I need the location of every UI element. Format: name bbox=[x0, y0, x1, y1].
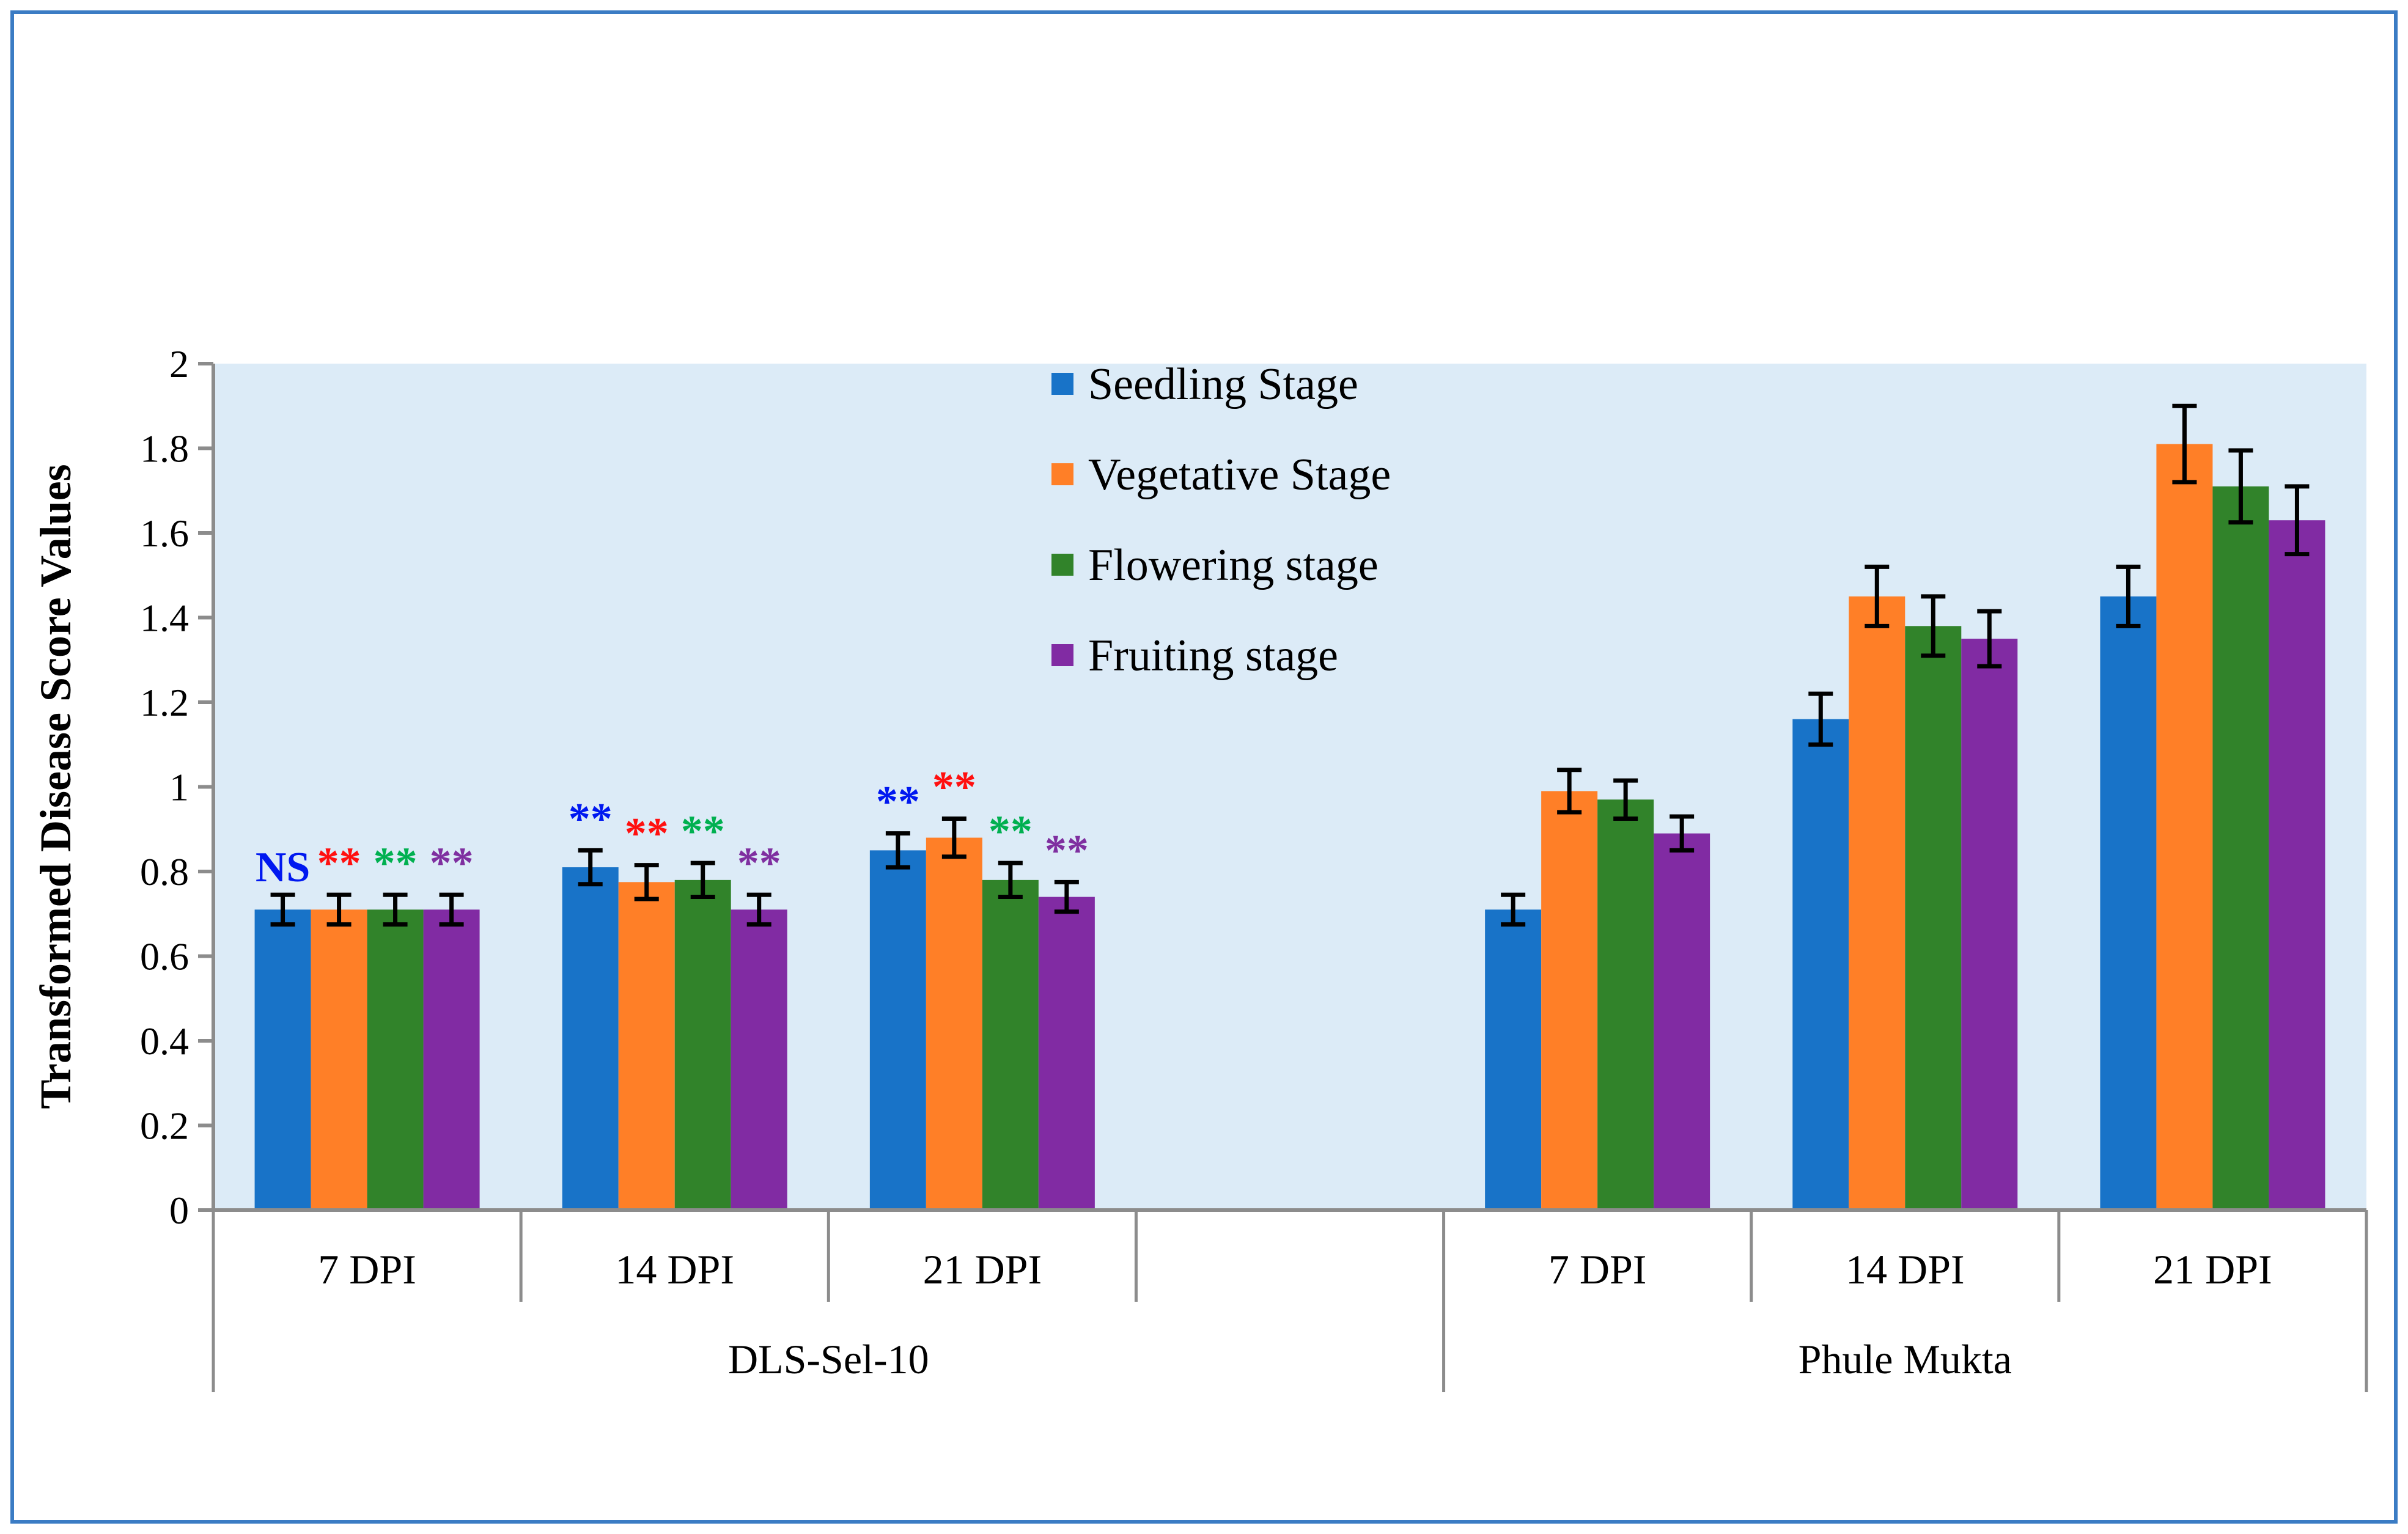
bar bbox=[1905, 626, 1962, 1210]
bar bbox=[982, 879, 1039, 1210]
y-tick-label: 1.4 bbox=[140, 596, 189, 640]
bar bbox=[367, 909, 424, 1210]
error-bar bbox=[578, 848, 603, 887]
bar bbox=[423, 909, 480, 1210]
y-tick-label: 1 bbox=[169, 766, 189, 809]
legend-label: Vegetative Stage bbox=[1088, 450, 1391, 500]
error-bar bbox=[690, 861, 715, 900]
group-label: DLS-Sel-10 bbox=[728, 1336, 929, 1382]
error-bar bbox=[1054, 879, 1079, 914]
error-bar bbox=[1557, 768, 1582, 815]
bar bbox=[562, 867, 619, 1210]
x-tick-label: 7 DPI bbox=[1548, 1246, 1647, 1293]
error-bar bbox=[326, 892, 352, 927]
legend-swatch bbox=[1051, 644, 1073, 666]
significance-label: ** bbox=[1045, 826, 1089, 875]
y-tick-label: 0.2 bbox=[140, 1104, 189, 1148]
legend-swatch bbox=[1051, 463, 1073, 485]
error-bar bbox=[2116, 564, 2141, 628]
error-bar bbox=[1977, 609, 2002, 669]
legend-label: Flowering stage bbox=[1088, 540, 1379, 590]
x-tick-label: 21 DPI bbox=[923, 1246, 1042, 1293]
significance-label: ** bbox=[737, 839, 781, 887]
error-bar bbox=[439, 892, 464, 927]
significance-label: ** bbox=[989, 807, 1033, 856]
bar bbox=[731, 909, 787, 1210]
error-bar bbox=[2228, 448, 2253, 525]
x-tick-label: 14 DPI bbox=[1846, 1246, 1965, 1293]
bar bbox=[2156, 444, 2213, 1211]
bar bbox=[1541, 791, 1598, 1210]
bar bbox=[1792, 719, 1849, 1210]
significance-label: NS bbox=[256, 844, 310, 891]
bar bbox=[2212, 486, 2269, 1211]
y-tick-label: 0 bbox=[169, 1189, 189, 1232]
bar bbox=[674, 879, 731, 1210]
x-tick-label: 7 DPI bbox=[318, 1246, 416, 1293]
error-bar bbox=[1921, 594, 1946, 658]
error-bar bbox=[746, 892, 771, 927]
y-tick-label: 2 bbox=[169, 342, 189, 386]
y-tick-label: 1.8 bbox=[140, 427, 189, 471]
error-bar bbox=[998, 861, 1023, 900]
legend-label: Fruiting stage bbox=[1088, 631, 1338, 681]
error-bar bbox=[270, 892, 295, 927]
bar bbox=[2100, 596, 2157, 1210]
error-bar bbox=[634, 863, 659, 901]
error-bar bbox=[885, 831, 910, 870]
y-tick-label: 1.2 bbox=[140, 681, 189, 724]
y-tick-label: 0.4 bbox=[140, 1019, 189, 1063]
error-bar bbox=[1670, 814, 1695, 853]
bar bbox=[618, 882, 675, 1210]
significance-label: ** bbox=[876, 777, 920, 826]
significance-label: ** bbox=[317, 839, 361, 887]
bar bbox=[1961, 639, 2018, 1210]
error-bar bbox=[1808, 691, 1833, 747]
error-bar bbox=[1865, 564, 1890, 628]
x-tick-label: 21 DPI bbox=[2153, 1246, 2272, 1293]
bar bbox=[1654, 833, 1710, 1210]
group-label: Phule Mukta bbox=[1799, 1336, 2012, 1382]
significance-label: ** bbox=[932, 762, 976, 811]
significance-label: ** bbox=[430, 839, 474, 887]
significance-label: ** bbox=[625, 809, 669, 858]
error-bar bbox=[2172, 403, 2197, 485]
error-bar bbox=[383, 892, 408, 927]
y-tick-label: 1.6 bbox=[140, 512, 189, 555]
x-tick-label: 14 DPI bbox=[615, 1246, 734, 1293]
legend-swatch bbox=[1051, 554, 1073, 576]
error-bar bbox=[1613, 778, 1638, 821]
y-axis-title: Transformed Disease Score Values bbox=[31, 464, 80, 1109]
bar bbox=[1597, 799, 1654, 1210]
bar bbox=[2269, 520, 2325, 1210]
error-bar bbox=[941, 816, 967, 859]
y-tick-label: 0.6 bbox=[140, 935, 189, 978]
significance-label: ** bbox=[569, 794, 613, 843]
error-bar bbox=[2285, 484, 2310, 557]
bar bbox=[1849, 596, 1905, 1210]
significance-label: ** bbox=[374, 839, 418, 887]
bar bbox=[1038, 897, 1095, 1210]
bar bbox=[311, 909, 367, 1210]
bar bbox=[254, 909, 311, 1210]
legend-label: Seedling Stage bbox=[1088, 359, 1358, 409]
bar bbox=[926, 837, 982, 1210]
bar bbox=[1485, 909, 1542, 1210]
significance-label: ** bbox=[681, 807, 725, 856]
y-tick-label: 0.8 bbox=[140, 850, 189, 894]
error-bar bbox=[1501, 892, 1526, 927]
legend-swatch bbox=[1051, 373, 1073, 395]
bar bbox=[869, 850, 926, 1210]
